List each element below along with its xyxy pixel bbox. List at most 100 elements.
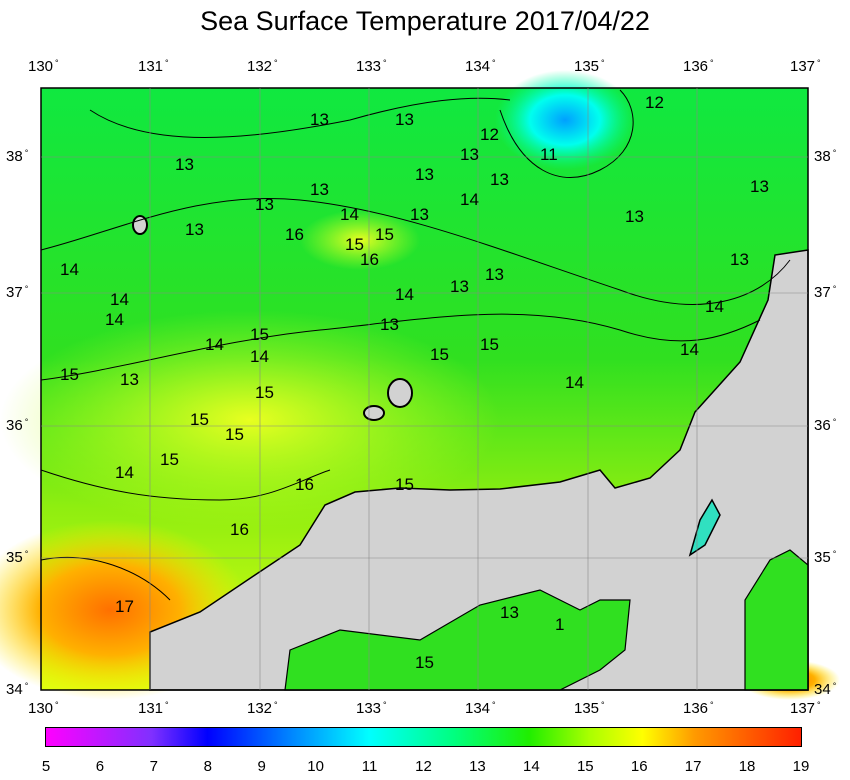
oki-island-small xyxy=(363,405,385,421)
colorbar-label: 14 xyxy=(523,758,540,775)
contour-label: 13 xyxy=(185,220,204,239)
contour-label: 13 xyxy=(460,145,479,164)
lon-tick-bottom: 130 ° xyxy=(28,700,59,717)
lon-tick-top: 132 ° xyxy=(247,58,278,75)
contour-label: 13 xyxy=(175,155,194,174)
contour-label: 14 xyxy=(340,205,359,224)
colorbar-label: 16 xyxy=(630,758,648,775)
contour-label: 13 xyxy=(500,603,519,622)
contour-label: 14 xyxy=(105,310,124,329)
colorbar-label: 17 xyxy=(684,758,702,775)
contour-label: 15 xyxy=(160,450,179,469)
contour-label: 14 xyxy=(680,340,699,359)
colorbar-label: 7 xyxy=(149,758,159,775)
lon-tick-top: 133 ° xyxy=(356,58,387,75)
map-title: Sea Surface Temperature 2017/04/22 xyxy=(200,6,650,36)
contour-label: 14 xyxy=(460,190,479,209)
lon-tick-top: 137 ° xyxy=(790,58,821,75)
contour-label: 13 xyxy=(730,250,749,269)
land-honshu xyxy=(149,249,809,691)
contour-lines xyxy=(40,89,791,601)
contour-label: 14 xyxy=(110,290,129,309)
contour-label: 13 xyxy=(255,195,274,214)
lat-tick-right: 36 ° xyxy=(814,417,837,434)
contour-label: 11 xyxy=(540,145,558,164)
oki-island xyxy=(387,378,413,408)
contour-label: 13 xyxy=(380,315,399,334)
contour-label: 15 xyxy=(430,345,449,364)
lat-tick-right: 38 ° xyxy=(814,148,837,165)
contour-label: 17 xyxy=(115,597,134,616)
warm-eddy xyxy=(300,210,420,270)
contour-label: 15 xyxy=(255,383,274,402)
contour-label: 14 xyxy=(705,297,724,316)
contour-label: 15 xyxy=(415,653,434,672)
contour-label: 13 xyxy=(415,165,434,184)
awaji-island xyxy=(688,498,721,557)
lon-tick-top: 136 ° xyxy=(683,58,714,75)
colorbar-label: 6 xyxy=(95,758,105,775)
lon-tick-bottom: 136 ° xyxy=(683,700,714,717)
contour-labels: 13 13 13 13 13 12 12 11 13 13 13 13 14 1… xyxy=(60,93,769,672)
lon-tick-top: 135 ° xyxy=(574,58,605,75)
lat-tick-left: 34 ° xyxy=(6,681,29,698)
contour-label: 1 xyxy=(555,615,564,634)
colorbar-label: 5 xyxy=(41,758,51,775)
contour-label: 12 xyxy=(480,125,499,144)
contour-label: 15 xyxy=(225,425,244,444)
lon-tick-bottom: 134 ° xyxy=(465,700,496,717)
lon-tick-top: 134 ° xyxy=(465,58,496,75)
contour-label: 13 xyxy=(120,370,139,389)
contour-label: 13 xyxy=(310,110,329,129)
colorbar-label: 15 xyxy=(576,758,594,775)
contour-label: 13 xyxy=(395,110,414,129)
lat-tick-left: 36 ° xyxy=(6,417,29,434)
contour-label: 16 xyxy=(285,225,304,244)
contour-label: 14 xyxy=(205,335,224,354)
lon-tick-top: 130 ° xyxy=(28,58,59,75)
grid-lines xyxy=(41,88,808,690)
colorbar-label: 11 xyxy=(361,758,378,775)
lon-tick-bottom: 132 ° xyxy=(247,700,278,717)
contour-label: 13 xyxy=(485,265,504,284)
lat-tick-right: 37 ° xyxy=(814,284,837,301)
contour-label: 16 xyxy=(360,250,379,269)
lon-tick-bottom: 133 ° xyxy=(356,700,387,717)
lat-tick-right: 34 ° xyxy=(814,681,837,698)
contour-label: 15 xyxy=(480,335,499,354)
contour-label: 15 xyxy=(375,225,394,244)
contour-label: 15 xyxy=(190,410,209,429)
contour-label: 13 xyxy=(490,170,509,189)
colorbar-label: 19 xyxy=(792,758,810,775)
map-frame xyxy=(40,87,809,691)
colorbar-label: 13 xyxy=(469,758,486,775)
contour-label: 14 xyxy=(565,373,584,392)
contour-label: 14 xyxy=(115,463,134,482)
lat-tick-left: 37 ° xyxy=(6,284,29,301)
cold-region xyxy=(495,70,635,170)
takeshima-island xyxy=(132,215,148,235)
colorbar-label: 9 xyxy=(257,758,266,775)
lon-tick-top: 131 ° xyxy=(138,58,169,75)
colorbar xyxy=(45,727,802,747)
contour-label: 13 xyxy=(750,177,769,196)
contour-label: 16 xyxy=(230,520,249,539)
contour-label: 14 xyxy=(60,260,79,279)
contour-label: 16 xyxy=(295,475,314,494)
contour-label: 13 xyxy=(450,277,469,296)
contour-label: 15 xyxy=(345,235,364,254)
lon-tick-bottom: 137 ° xyxy=(790,700,821,717)
lat-tick-left: 35 ° xyxy=(6,549,29,566)
contour-label: 15 xyxy=(250,325,269,344)
contour-label: 13 xyxy=(625,207,644,226)
contour-label: 14 xyxy=(395,285,414,304)
lat-tick-right: 35 ° xyxy=(814,549,837,566)
contour-label: 13 xyxy=(310,180,329,199)
contour-label: 13 xyxy=(410,205,429,224)
colorbar-label: 10 xyxy=(307,758,324,775)
colorbar-label: 8 xyxy=(203,758,212,775)
lon-tick-bottom: 135 ° xyxy=(574,700,605,717)
colorbar-label: 18 xyxy=(738,758,756,775)
contour-label: 15 xyxy=(395,475,414,494)
